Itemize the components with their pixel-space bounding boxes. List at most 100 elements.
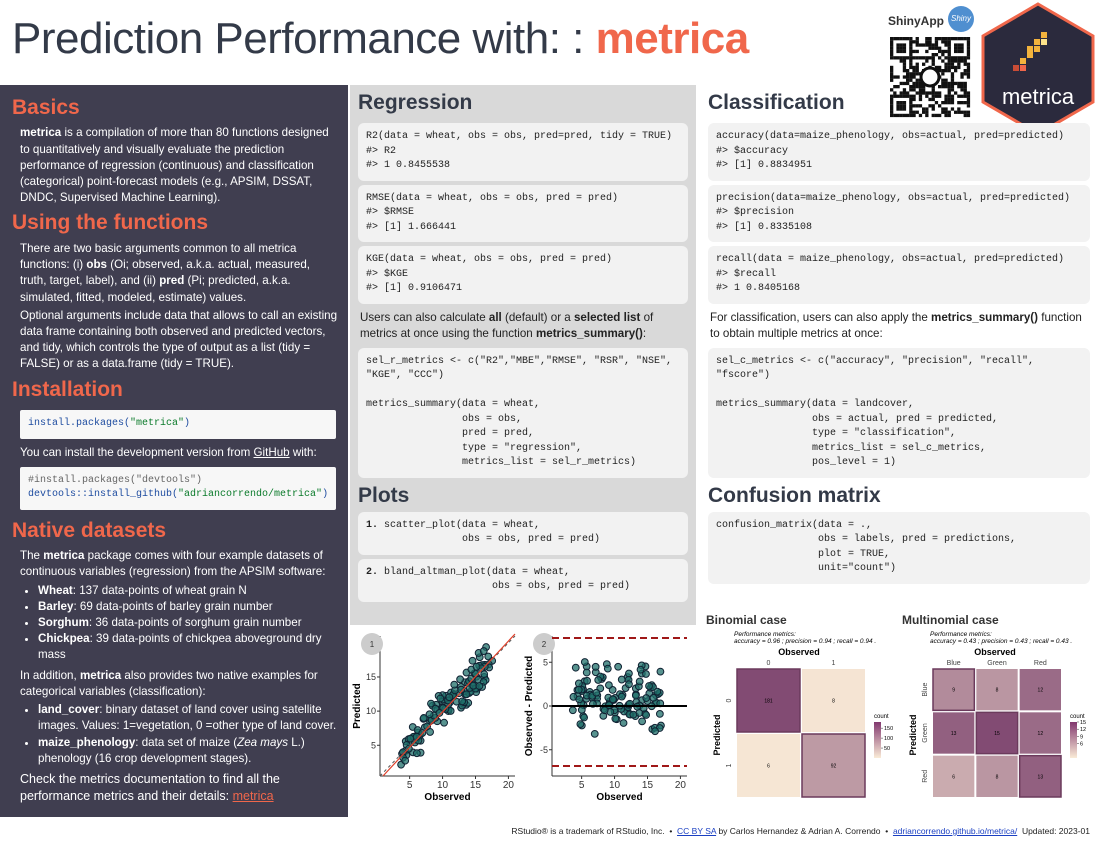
legend-tick-label: 15 — [1080, 720, 1086, 726]
qr-module — [963, 37, 967, 41]
qr-module — [966, 110, 971, 114]
qr-module — [899, 59, 903, 63]
qr-module — [899, 46, 903, 50]
qr-module — [906, 78, 910, 82]
text: maize_phenology — [38, 735, 136, 749]
qr-module — [912, 69, 916, 73]
code: scatter_plot(data = wheat, obs = obs, pr… — [384, 519, 601, 546]
qr-module — [954, 59, 958, 63]
decorative-point — [479, 647, 488, 655]
y-tick-label: -5 — [540, 745, 548, 755]
qr-module — [931, 53, 935, 57]
qr-module — [957, 110, 961, 114]
qr-module — [893, 37, 897, 41]
matrix-cell — [975, 711, 1019, 755]
qr-module — [915, 62, 919, 66]
legend-title: count — [1070, 714, 1085, 720]
decorative-point — [611, 714, 620, 723]
code-block: #install.packages("devtools") devtools::… — [20, 466, 336, 510]
qr-module — [950, 88, 955, 92]
qr-module — [938, 91, 942, 95]
code: bland_altman_plot(data = wheat, obs = ob… — [384, 566, 631, 593]
qr-module — [934, 40, 939, 44]
github-link[interactable]: GitHub — [253, 445, 290, 459]
decorative-point — [635, 677, 644, 686]
decorative-point — [656, 667, 665, 676]
qr-module — [922, 43, 926, 47]
decorative-point — [571, 663, 580, 672]
text: Check the metrics documentation to find … — [20, 771, 280, 804]
decorative-point — [458, 697, 467, 706]
decorative-point — [435, 709, 444, 717]
qr-module — [947, 113, 951, 118]
qr-module — [931, 62, 935, 66]
docs-link[interactable]: metrica — [232, 789, 274, 804]
text: metrica — [79, 668, 122, 682]
decorative-point — [649, 693, 658, 702]
code-block: 1. scatter_plot(data = wheat, obs = obs,… — [358, 511, 688, 555]
matrix-cell — [802, 669, 865, 732]
qr-module — [938, 104, 942, 108]
row-label: Blue — [922, 683, 929, 697]
qr-module — [915, 40, 919, 44]
qr-module — [928, 43, 932, 47]
cell-label: 13 — [1038, 774, 1044, 780]
code-block: precision(data=maize_phenology, obs=actu… — [708, 184, 1090, 242]
qr-module — [934, 46, 939, 50]
qr-module — [963, 110, 967, 114]
decorative-point — [450, 680, 459, 689]
logo-text: metrica — [1002, 84, 1075, 109]
qr-module — [915, 69, 919, 73]
qr-module — [890, 49, 894, 54]
qr-module — [912, 40, 916, 44]
list-item: Sorghum: 36 data-points of sorghum grain… — [38, 615, 338, 631]
qr-module — [947, 46, 951, 50]
page-title: Prediction Performance with: : metrica — [12, 14, 749, 64]
legend-tick-label: 150 — [884, 726, 893, 732]
qr-module — [912, 97, 916, 102]
decorative-point — [575, 695, 584, 704]
qr-module — [912, 88, 916, 92]
paragraph: Optional arguments include data that all… — [20, 308, 338, 371]
site-link[interactable]: adriancorrendo.github.io/metrica/ — [892, 826, 1018, 836]
qr-module — [934, 94, 939, 98]
qr-module — [938, 69, 942, 73]
qr-module — [963, 56, 967, 60]
matrix-cell — [1018, 754, 1062, 798]
decorative-point — [619, 719, 628, 727]
x-tick-label: 5 — [407, 780, 413, 791]
license-link[interactable]: CC BY SA — [677, 826, 717, 836]
qr-module — [950, 85, 955, 89]
qr-module — [918, 104, 923, 108]
qr-module — [960, 49, 964, 54]
dataset-list: Wheat: 137 data-points of wheat grain N … — [12, 583, 338, 664]
qr-module — [966, 97, 971, 102]
qr-module — [922, 56, 926, 60]
qr-module — [934, 65, 939, 70]
y-axis-title: Predicted — [908, 714, 918, 755]
qr-module — [899, 107, 903, 111]
list-item: Wheat: 137 data-points of wheat grain N — [38, 583, 338, 599]
qr-module — [944, 40, 948, 44]
code-block: recall(data = maize_phenology, obs=actua… — [708, 246, 1090, 304]
qr-module — [950, 56, 955, 60]
text: : 39 data-points of chickpea aboveground… — [38, 632, 322, 662]
qr-module — [963, 88, 967, 92]
qr-module — [925, 107, 929, 111]
qr-module — [938, 65, 942, 70]
x-tick-label: 15 — [470, 780, 482, 791]
qr-module — [957, 37, 961, 41]
plot-badge-label: 2 — [542, 640, 547, 649]
qr-module — [899, 113, 903, 118]
text: : 36 data-points of sorghum grain number — [88, 616, 302, 629]
legend-tick-label: 50 — [884, 746, 890, 752]
qr-module — [950, 72, 955, 76]
qr-module — [931, 43, 935, 47]
qr-module — [950, 81, 955, 86]
qr-module — [966, 113, 971, 118]
qr-module — [954, 46, 958, 50]
decorative-point — [591, 662, 600, 671]
qr-module — [909, 43, 913, 47]
qr-module — [912, 85, 916, 89]
